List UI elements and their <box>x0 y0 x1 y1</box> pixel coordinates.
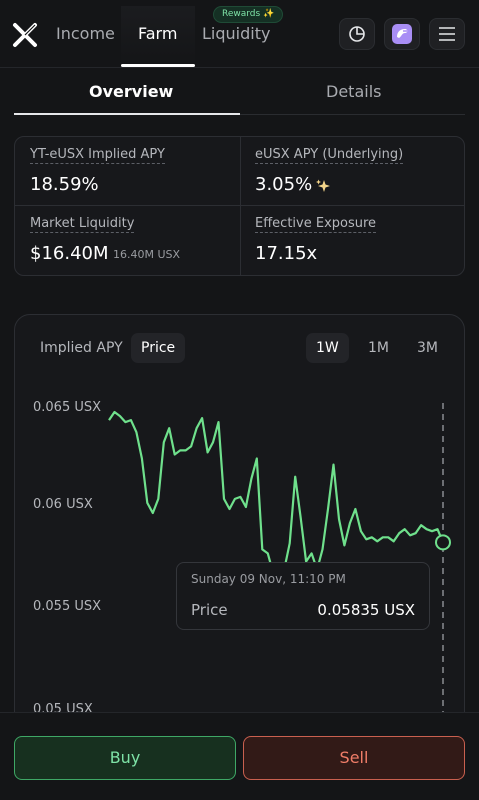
stats-horizontal-divider <box>15 205 464 206</box>
wallet-app-icon <box>392 24 412 44</box>
price-chart-card: Implied APY Price 1W 1M 3M 0.065 USX 0.0… <box>14 314 465 734</box>
tooltip-label: Price <box>191 601 228 619</box>
sell-button[interactable]: Sell <box>243 736 465 780</box>
rewards-badge: Rewards ✨ <box>213 6 284 23</box>
buy-button[interactable]: Buy <box>14 736 236 780</box>
overview-active-indicator <box>14 113 240 115</box>
y-tick-label: 0.06 USX <box>33 497 93 512</box>
hover-point <box>435 534 451 551</box>
underlying-apy-label[interactable]: eUSX APY (Underlying) <box>255 147 404 164</box>
market-liquidity-usx: 16.40M USX <box>113 248 181 261</box>
implied-apy-label[interactable]: YT-eUSX Implied APY <box>30 147 165 164</box>
pie-chart-icon <box>349 26 365 42</box>
tooltip-value: 0.05835 USX <box>317 601 415 619</box>
farm-tab-highlight <box>121 6 195 66</box>
wallet-button[interactable] <box>384 18 420 50</box>
underlying-apy-value: 3.05% <box>255 174 313 195</box>
tooltip-date: Sunday 09 Nov, 11:10 PM <box>191 572 346 586</box>
implied-apy-value: 18.59% <box>30 174 99 195</box>
y-tick-label: 0.065 USX <box>33 400 102 415</box>
price-series-line <box>108 410 445 587</box>
sparkle-icon <box>316 179 330 192</box>
portfolio-button[interactable] <box>339 18 375 50</box>
market-liquidity-value: $16.40M <box>30 243 109 264</box>
overview-details-tabs: Overview Details <box>14 70 465 115</box>
market-stats-card: YT-eUSX Implied APY 18.59% eUSX APY (Und… <box>14 136 465 276</box>
tab-details[interactable]: Details <box>326 82 382 101</box>
nav-liquidity[interactable]: Liquidity <box>202 24 271 43</box>
trade-actions-bar: Buy Sell <box>0 712 479 800</box>
tab-overview[interactable]: Overview <box>89 82 174 101</box>
menu-button[interactable] <box>429 18 465 50</box>
range-tab-3m[interactable]: 3M <box>417 340 438 356</box>
effective-exposure-label[interactable]: Effective Exposure <box>255 216 377 233</box>
y-tick-label: 0.055 USX <box>33 599 102 614</box>
x-logo-icon[interactable] <box>12 22 38 48</box>
stats-vertical-divider <box>240 137 241 275</box>
effective-exposure-value: 17.15x <box>255 243 318 264</box>
nav-farm[interactable]: Farm <box>138 24 178 43</box>
menu-icon <box>439 27 455 41</box>
metric-tab-price[interactable]: Price <box>131 333 186 363</box>
price-line-chart[interactable] <box>15 315 465 734</box>
nav-income[interactable]: Income <box>56 24 115 43</box>
range-tab-1m[interactable]: 1M <box>368 340 389 356</box>
top-nav-bar: Income Farm Rewards ✨ Liquidity <box>0 0 479 68</box>
chart-tooltip: Sunday 09 Nov, 11:10 PM Price 0.05835 US… <box>176 562 430 630</box>
farm-active-indicator <box>121 64 195 67</box>
metric-tab-implied-apy[interactable]: Implied APY <box>40 340 123 356</box>
range-tab-1w[interactable]: 1W <box>306 333 349 363</box>
market-liquidity-label[interactable]: Market Liquidity <box>30 216 135 233</box>
